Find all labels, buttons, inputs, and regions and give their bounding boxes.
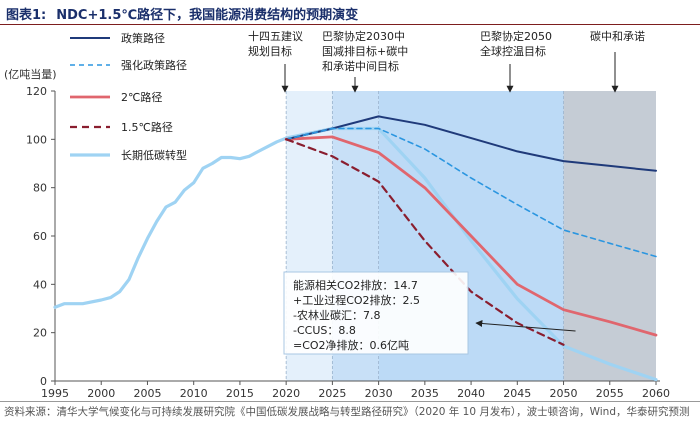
y-tick-label: 60 xyxy=(33,230,47,243)
annotation-line-5: =CO2净排放：0.6亿吨 xyxy=(293,338,409,352)
y-tick-label: 0 xyxy=(40,375,47,388)
y-tick-label: 40 xyxy=(33,278,47,291)
x-tick-label: 2055 xyxy=(596,387,624,400)
source-note: 资料来源：清华大学气候变化与可持续发展研究院《中国低碳发展战略与转型路径研究》（… xyxy=(4,406,690,418)
x-tick-label: 2045 xyxy=(503,387,531,400)
footer-rule xyxy=(0,401,700,402)
x-tick-label: 2015 xyxy=(226,387,254,400)
x-tick-label: 2050 xyxy=(550,387,578,400)
legend-label-3: 2℃路径 xyxy=(121,91,162,104)
figure-title: NDC+1.5℃路径下，我国能源消费结构的预期演变 xyxy=(56,8,359,23)
legend-label-2: 强化政策路径 xyxy=(121,58,187,72)
period-label-line: 全球控温目标 xyxy=(480,44,546,58)
annotation-line-3: -农林业碳汇：7.8 xyxy=(293,308,380,322)
x-tick-label: 1995 xyxy=(41,387,69,400)
x-tick-label: 2025 xyxy=(318,387,346,400)
x-tick-label: 2010 xyxy=(180,387,208,400)
chart-title: 图表1: NDC+1.5℃路径下，我国能源消费结构的预期演变 xyxy=(6,4,358,23)
period-label-line: 巴黎协定2030中 xyxy=(322,29,405,43)
legend-label-4: 1.5℃路径 xyxy=(121,121,173,134)
annotation-line-4: -CCUS：8.8 xyxy=(293,324,356,337)
y-axis-label: (亿吨当量) xyxy=(4,67,57,81)
annotation-line-1: 能源相关CO2排放：14.7 xyxy=(293,278,418,292)
x-tick-label: 2030 xyxy=(365,387,393,400)
series-line-2 xyxy=(285,127,657,258)
x-tick-label: 2060 xyxy=(642,387,670,400)
legend-label-5: 长期低碳转型 xyxy=(121,148,187,162)
period-label-line: 巴黎协定2050 xyxy=(480,29,552,43)
y-tick-label: 100 xyxy=(26,133,47,146)
x-tick-label: 2000 xyxy=(87,387,115,400)
period-band-4 xyxy=(563,91,656,381)
figure-tag: 图表1: xyxy=(6,8,47,23)
series-line-5 xyxy=(53,126,658,382)
x-tick-label: 2035 xyxy=(411,387,439,400)
period-label-line: 规划目标 xyxy=(248,44,292,58)
period-label-1: 十四五建议规划目标 xyxy=(248,29,303,58)
series-line-1 xyxy=(285,115,657,172)
annotation-arrow xyxy=(475,320,576,332)
period-label-line: 碳中和承诺 xyxy=(590,29,645,43)
y-tick-label: 120 xyxy=(26,85,47,98)
period-label-line: 十四五建议 xyxy=(248,29,303,43)
period-label-3: 巴黎协定2050 全球控温目标 xyxy=(480,29,552,58)
y-tick-label: 80 xyxy=(33,182,47,195)
period-label-4: 碳中和承诺 xyxy=(590,29,645,43)
series-line-3 xyxy=(284,135,658,337)
legend-label-1: 政策路径 xyxy=(121,31,165,45)
period-label-2: 巴黎协定2030中国减排目标+碳中和承诺中间目标 xyxy=(322,29,408,73)
period-label-line: 国减排目标+碳中 xyxy=(322,44,408,58)
annotation-line-2: +工业过程CO2排放：2.5 xyxy=(293,293,420,307)
x-tick-label: 2040 xyxy=(457,387,485,400)
x-tick-label: 2020 xyxy=(272,387,300,400)
x-tick-label: 2005 xyxy=(133,387,161,400)
annotation-box xyxy=(283,271,469,355)
period-label-line: 和承诺中间目标 xyxy=(322,59,399,73)
series-line-4 xyxy=(285,138,565,346)
y-tick-label: 20 xyxy=(33,327,47,340)
title-rule xyxy=(0,24,700,25)
